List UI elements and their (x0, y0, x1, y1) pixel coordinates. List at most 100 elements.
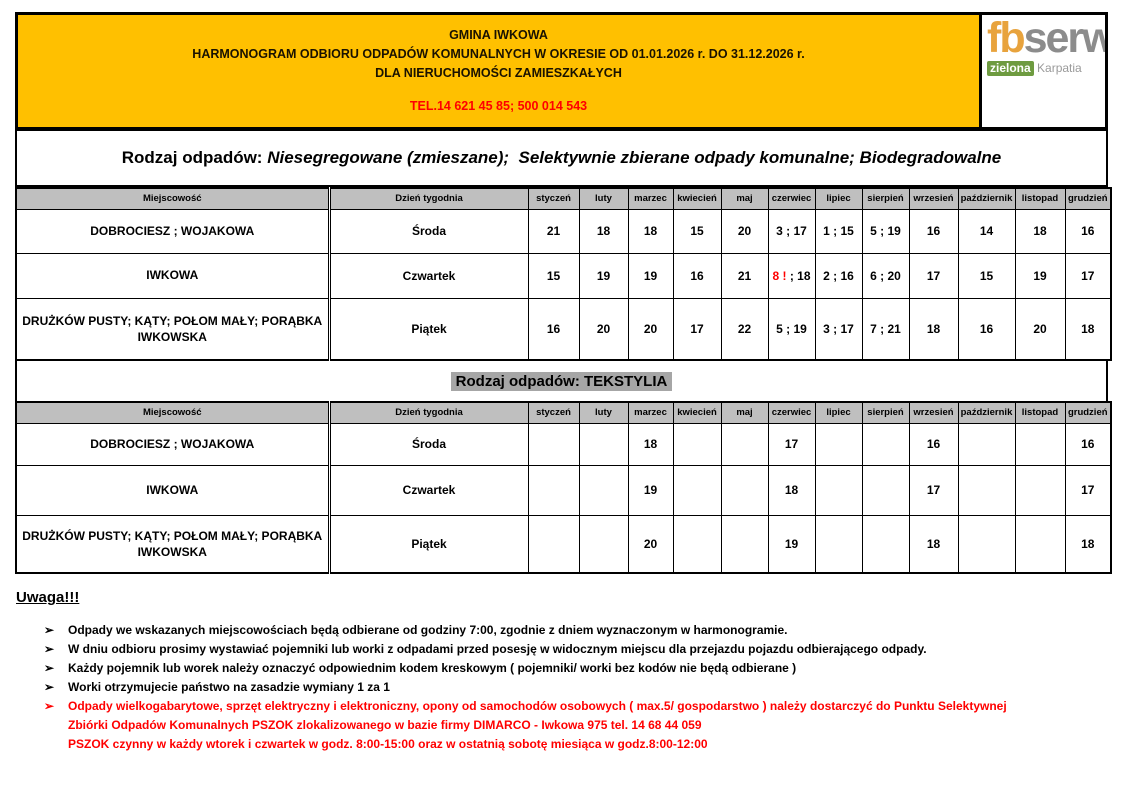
column-header-month: wrzesień (908, 187, 959, 210)
column-header-month: czerwiec (767, 187, 816, 210)
date-cell: 15 (527, 252, 580, 299)
date-cell: 19 (767, 514, 816, 574)
column-header-month: wrzesień (908, 401, 959, 424)
note-item-pszok: Odpady wielkogabarytowe, sprzęt elektryc… (44, 697, 1108, 754)
column-header-day: Dzień tygodnia (327, 187, 529, 210)
date-cell: 18 (1014, 208, 1066, 254)
waste-type-title-2: Rodzaj odpadów: TEKSTYLIA (15, 361, 1108, 401)
date-cell: 17 (1064, 464, 1112, 516)
date-cell: 19 (1014, 252, 1066, 299)
column-header-month: październik (957, 401, 1016, 424)
date-cell (957, 422, 1016, 466)
date-cell (527, 464, 580, 516)
date-cell: 5 ; 19 (861, 208, 910, 254)
date-cell: 19 (627, 252, 674, 299)
date-cell: 1 ; 15 (814, 208, 863, 254)
date-cell: 15 (672, 208, 722, 254)
date-cell: 2 ; 16 (814, 252, 863, 299)
date-cell (957, 464, 1016, 516)
date-cell: 17 (1064, 252, 1112, 299)
day-cell: Środa (327, 208, 529, 254)
date-cell: 3 ; 17 (767, 208, 816, 254)
schedule-title: HARMONOGRAM ODBIORU ODPADÓW KOMUNALNYCH … (192, 46, 805, 61)
place-cell: IWKOWA (15, 464, 330, 516)
column-header-place: Miejscowość (15, 187, 330, 210)
day-cell: Piątek (327, 297, 529, 361)
date-cell: 20 (627, 514, 674, 574)
column-header-month: sierpień (861, 401, 910, 424)
date-cell: 16 (527, 297, 580, 361)
table-row: DOBROCIESZ ; WOJAKOWA Środa 18 17 16 16 (15, 422, 1112, 466)
date-cell (578, 422, 629, 466)
column-header-month: czerwiec (767, 401, 816, 424)
column-header-month: marzec (627, 401, 674, 424)
date-cell (527, 514, 580, 574)
date-cell: 22 (720, 297, 769, 361)
place-cell: DRUŻKÓW PUSTY; KĄTY; POŁOM MAŁY; PORĄBKA… (15, 297, 330, 361)
municipality-name: GMINA IWKOWA (449, 28, 548, 42)
date-cell: 14 (957, 208, 1016, 254)
date-cell: 17 (908, 464, 959, 516)
date-cell: 20 (578, 297, 629, 361)
column-header-month: październik (957, 187, 1016, 210)
logo-serwis-text: serwis (1023, 14, 1105, 62)
schedule-table-textiles: Miejscowość Dzień tygodnia styczeń luty … (15, 401, 1112, 574)
table-row: IWKOWA Czwartek 15 19 19 16 21 8 ! ; 18 … (15, 252, 1112, 299)
table-row: DRUŻKÓW PUSTY; KĄTY; POŁOM MAŁY; PORĄBKA… (15, 297, 1112, 361)
date-cell: 21 (527, 208, 580, 254)
table-row: DRUŻKÓW PUSTY; KĄTY; POŁOM MAŁY; PORĄBKA… (15, 514, 1112, 574)
note-item: Odpady we wskazanych miejscowościach będ… (44, 621, 1108, 640)
date-cell: 18 (908, 514, 959, 574)
column-header-place: Miejscowość (15, 401, 330, 424)
date-cell: 5 ; 19 (767, 297, 816, 361)
table-row: DOBROCIESZ ; WOJAKOWA Środa 21 18 18 15 … (15, 208, 1112, 254)
company-logo: fbserwis zielona Karpatia (982, 12, 1108, 130)
column-header-month: maj (720, 401, 769, 424)
date-cell (861, 422, 910, 466)
day-cell: Piątek (327, 514, 529, 574)
date-cell (861, 514, 910, 574)
date-cell (672, 514, 722, 574)
waste-type-list: Niesegregowane (zmieszane); Selektywnie … (267, 148, 1002, 167)
document-header: GMINA IWKOWA HARMONOGRAM ODBIORU ODPADÓW… (15, 12, 1108, 130)
note-item: W dniu odbioru prosimy wystawiać pojemni… (44, 640, 1108, 659)
schedule-table-mixed-waste: Miejscowość Dzień tygodnia styczeń luty … (15, 187, 1112, 361)
date-cell: 16 (1064, 208, 1112, 254)
phone-numbers: TEL.14 621 45 85; 500 014 543 (409, 99, 588, 114)
date-cell: 18 (627, 422, 674, 466)
day-cell: Czwartek (327, 252, 529, 299)
column-header-month: styczeń (527, 401, 580, 424)
logo-zielona-badge: zielona (987, 61, 1034, 76)
logo-tagline: zielona Karpatia (987, 61, 1103, 76)
place-cell: DOBROCIESZ ; WOJAKOWA (15, 208, 330, 254)
date-cell: 3 ; 17 (814, 297, 863, 361)
column-header-month: lipiec (814, 401, 863, 424)
alert-date: 8 ! (772, 268, 787, 283)
date-cell: 21 (720, 252, 769, 299)
column-header-month: styczeń (527, 187, 580, 210)
date-cell (672, 422, 722, 466)
date-cell (1014, 514, 1066, 574)
date-cell (814, 464, 863, 516)
date-cell (527, 422, 580, 466)
pszok-note-line: PSZOK czynny w każdy wtorek i czwartek w… (68, 736, 708, 751)
date-cell: 17 (672, 297, 722, 361)
header-banner: GMINA IWKOWA HARMONOGRAM ODBIORU ODPADÓW… (15, 12, 982, 130)
notes-list: Odpady we wskazanych miejscowościach będ… (44, 621, 1108, 754)
column-header-month: grudzień (1064, 401, 1112, 424)
date-cell: 18 (1064, 514, 1112, 574)
date-cell: 15 (957, 252, 1016, 299)
logo-wordmark: fbserwis (987, 17, 1105, 60)
date-cell: 20 (627, 297, 674, 361)
waste-type-title-1: Rodzaj odpadów: Niesegregowane (zmieszan… (15, 130, 1108, 187)
date-cell: 18 (578, 208, 629, 254)
column-header-month: sierpień (861, 187, 910, 210)
date-cell (861, 464, 910, 516)
date-cell (814, 422, 863, 466)
date-cell: 20 (1014, 297, 1066, 361)
date-cell: 18 (1064, 297, 1112, 361)
date-cell: 18 (627, 208, 674, 254)
column-header-month: kwiecień (672, 401, 722, 424)
date-cell (720, 464, 769, 516)
date-cell: 19 (627, 464, 674, 516)
